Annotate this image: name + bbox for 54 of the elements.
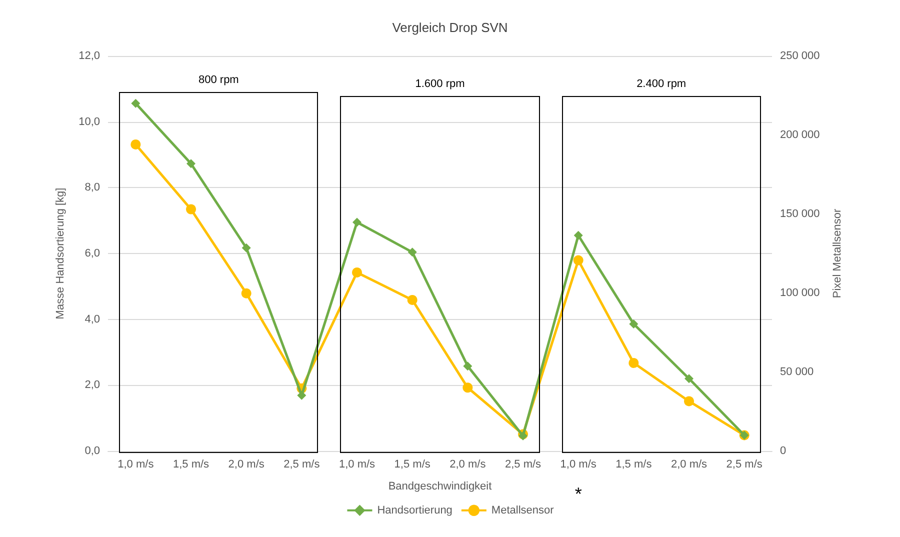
y2-tick-label: 250 000	[780, 50, 820, 62]
point	[628, 358, 639, 368]
y-axis-title: Masse Handsortierung [kg]	[54, 188, 66, 320]
point	[131, 98, 140, 108]
y-tick-label: 12,0	[78, 50, 100, 62]
y2-tick-label: 50 000	[780, 366, 814, 378]
point	[130, 139, 141, 150]
x-tick-label: 2,0 m/s	[450, 458, 486, 470]
point	[629, 319, 638, 328]
y-tick-label: 6,0	[84, 248, 100, 260]
point	[407, 294, 418, 305]
y2-tick-label: 0	[780, 445, 786, 457]
y-tick-label: 10,0	[78, 116, 100, 128]
text: *	[574, 484, 582, 504]
annotation: 1.600 rpm	[415, 78, 465, 90]
annotation: 2.400 rpm	[636, 78, 686, 90]
x-tick-label: 1,0 m/s	[560, 458, 597, 470]
point	[241, 288, 252, 298]
x-tick-label: 1,5 m/s	[616, 458, 652, 470]
x-tick-label: 1,5 m/s	[172, 458, 210, 470]
chart-title: Vergleich Drop SVN	[392, 20, 508, 35]
point	[352, 267, 362, 278]
x-axis-title: Bandgeschwindigkeit	[388, 480, 492, 492]
point	[242, 243, 251, 252]
y2-tick-label: 200 000	[780, 129, 820, 141]
x-tick-label: 2,5 m/s	[504, 458, 542, 470]
x-tick-label: 2,5 m/s	[726, 458, 763, 470]
y-tick-label: 4,0	[84, 313, 100, 326]
y2-tick-label: 100 000	[780, 287, 820, 299]
legend-label: Handsortierung	[377, 504, 452, 516]
x-tick-label: 1,0 m/s	[338, 458, 376, 470]
point	[463, 362, 472, 371]
point	[186, 204, 196, 214]
point	[186, 159, 196, 168]
x-tick-label: 2,0 m/s	[228, 458, 265, 470]
y-tick-label: 2,0	[84, 379, 100, 392]
y-tick-label: 8,0	[84, 182, 100, 194]
point	[352, 218, 362, 227]
point	[462, 382, 473, 393]
y2-tick-label: 150 000	[780, 208, 820, 220]
point	[297, 390, 306, 400]
x-tick-label: 2,5 m/s	[284, 458, 320, 470]
legend-label: Metallsensor	[491, 504, 554, 516]
point	[573, 255, 584, 266]
annotation: 800 rpm	[198, 74, 239, 86]
point	[684, 396, 694, 406]
y-tick-label: 0,0	[84, 445, 100, 457]
x-tick-label: 1,0 m/s	[118, 458, 154, 470]
point	[574, 230, 583, 240]
x-tick-label: 1,5 m/s	[394, 458, 431, 470]
x-tick-label: 2,0 m/s	[670, 458, 708, 470]
point	[408, 248, 417, 257]
point	[684, 374, 694, 384]
y2-axis-title: Pixel Metallsensor	[832, 208, 844, 298]
